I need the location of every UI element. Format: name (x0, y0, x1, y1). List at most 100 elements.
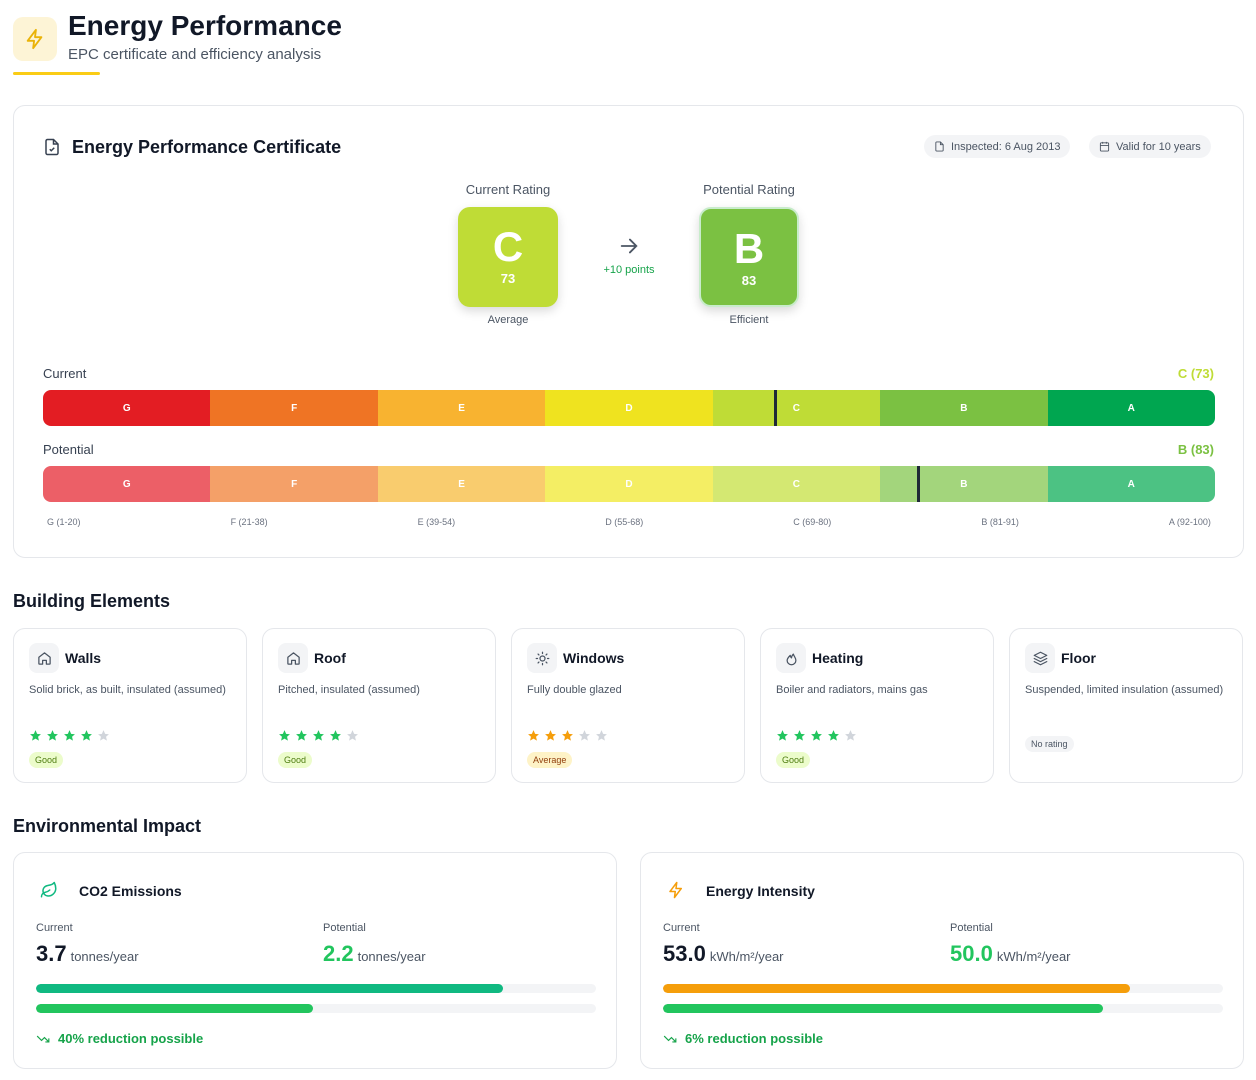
header-icon (13, 17, 57, 61)
star (528, 730, 539, 741)
current-rating-description: Average (487, 314, 529, 326)
impact-card: Energy Intensity Current 53.0 kWh/m²/year Po… (640, 852, 1244, 1069)
reduction-text: 40% reduction possible (58, 1031, 204, 1046)
element-icon (776, 643, 806, 673)
rating-marker (774, 390, 777, 426)
current-bar (663, 984, 1130, 993)
trend-icon (36, 1035, 50, 1042)
certificate-icon (45, 138, 59, 156)
band-segment: B (880, 390, 1048, 426)
environmental-impact-title: Environmental Impact (13, 816, 202, 836)
element-icon (527, 643, 557, 673)
element-description: Pitched, insulated (assumed) (278, 684, 420, 696)
current-label: Current (36, 922, 73, 934)
star (794, 730, 805, 741)
star (30, 730, 41, 741)
current-rating-box: C 73 (458, 207, 558, 307)
range-label: B (81-91) (981, 517, 1019, 527)
star-rating (776, 729, 857, 742)
potential-rating-score: 83 (741, 273, 757, 288)
building-elements-title: Building Elements (13, 591, 171, 611)
current-track (663, 984, 1223, 993)
impact-icon (667, 881, 685, 904)
star (777, 730, 788, 741)
star (545, 730, 556, 741)
current-unit: tonnes/year (70, 949, 139, 964)
impact-card: CO2 Emissions Current 3.7 tonnes/year Potent… (13, 852, 617, 1069)
potential-unit: tonnes/year (357, 949, 426, 964)
range-label: C (69-80) (793, 517, 832, 527)
star (562, 730, 573, 741)
element-card: Roof Pitched, insulated (assumed) Good (262, 628, 496, 783)
current-rating-letter: C (492, 223, 524, 270)
element-card: Windows Fully double glazed Average (511, 628, 745, 783)
potential-track (36, 1004, 596, 1013)
current-rating-score: 73 (500, 271, 516, 286)
star (64, 730, 75, 741)
current-value-row: 3.7 tonnes/year (36, 941, 139, 967)
band-segment: E (377, 390, 546, 426)
rating-marker (916, 466, 920, 502)
certificate-title: Energy Performance Certificate (72, 137, 342, 157)
star (313, 730, 324, 741)
page-subtitle: EPC certificate and efficiency analysis (68, 46, 322, 63)
star (279, 730, 290, 741)
current-value: 53.0 (663, 941, 706, 966)
inspected-text: Inspected: 6 Aug 2013 (951, 140, 1061, 153)
inspected-pill: Inspected: 6 Aug 2013 (924, 135, 1071, 158)
star (845, 730, 856, 741)
validity-text: Valid for 10 years (1116, 140, 1201, 153)
impact-icon (40, 881, 58, 904)
range-label: F (21-38) (230, 517, 268, 527)
potential-scale-label: Potential (43, 442, 94, 457)
current-scale-value: C (73) (1177, 366, 1214, 381)
band-segment: G (43, 390, 211, 426)
current-unit: kWh/m²/year (709, 949, 784, 964)
element-name: Floor (1061, 650, 1096, 666)
range-label: A (92-100) (1168, 517, 1211, 527)
trend-icon (663, 1035, 677, 1042)
potential-unit: kWh/m²/year (996, 949, 1071, 964)
element-icon (29, 643, 59, 673)
potential-label: Potential (950, 922, 993, 934)
potential-rating-description: Efficient (729, 314, 769, 326)
band-segment: D (545, 466, 713, 502)
potential-value: 50.0 (950, 941, 993, 966)
star (828, 730, 839, 741)
rating-badge: Good (278, 752, 313, 768)
rating-badge: Good (29, 752, 64, 768)
potential-track (663, 1004, 1223, 1013)
reduction-text: 6% reduction possible (685, 1031, 823, 1046)
band-segment: F (210, 390, 378, 426)
potential-label: Potential (323, 922, 366, 934)
current-bar (36, 984, 503, 993)
star (347, 730, 358, 741)
page-title: Energy Performance (68, 10, 342, 41)
band-segment: C (712, 390, 881, 426)
range-label: E (39-54) (417, 517, 456, 527)
element-description: Solid brick, as built, insulated (assume… (29, 684, 226, 696)
potential-value-row: 50.0 kWh/m²/year (950, 941, 1071, 967)
current-value-row: 53.0 kWh/m²/year (663, 941, 784, 967)
rating-badge: Good (776, 752, 811, 768)
potential-rating-letter: B (733, 225, 765, 272)
reduction: 6% reduction possible (663, 1031, 823, 1046)
star (81, 730, 92, 741)
title-underline (13, 72, 100, 75)
star (596, 730, 607, 741)
arrow-icon (620, 238, 638, 254)
potential-rating-box: B 83 (699, 207, 799, 307)
element-card: Floor Suspended, limited insulation (assu… (1009, 628, 1243, 783)
band-segment: B (880, 466, 1048, 502)
impact-title: Energy Intensity (706, 883, 815, 899)
element-name: Windows (563, 650, 625, 666)
rating-badge: Average (527, 752, 573, 768)
current-track (36, 984, 596, 993)
band-segment: C (712, 466, 881, 502)
star (296, 730, 307, 741)
element-card: Heating Boiler and radiators, mains gas Go… (760, 628, 994, 783)
range-label: D (55-68) (605, 517, 644, 527)
